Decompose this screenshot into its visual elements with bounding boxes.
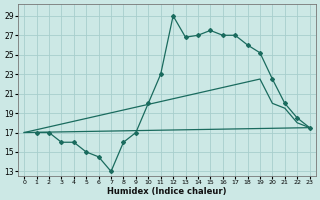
- X-axis label: Humidex (Indice chaleur): Humidex (Indice chaleur): [107, 187, 227, 196]
